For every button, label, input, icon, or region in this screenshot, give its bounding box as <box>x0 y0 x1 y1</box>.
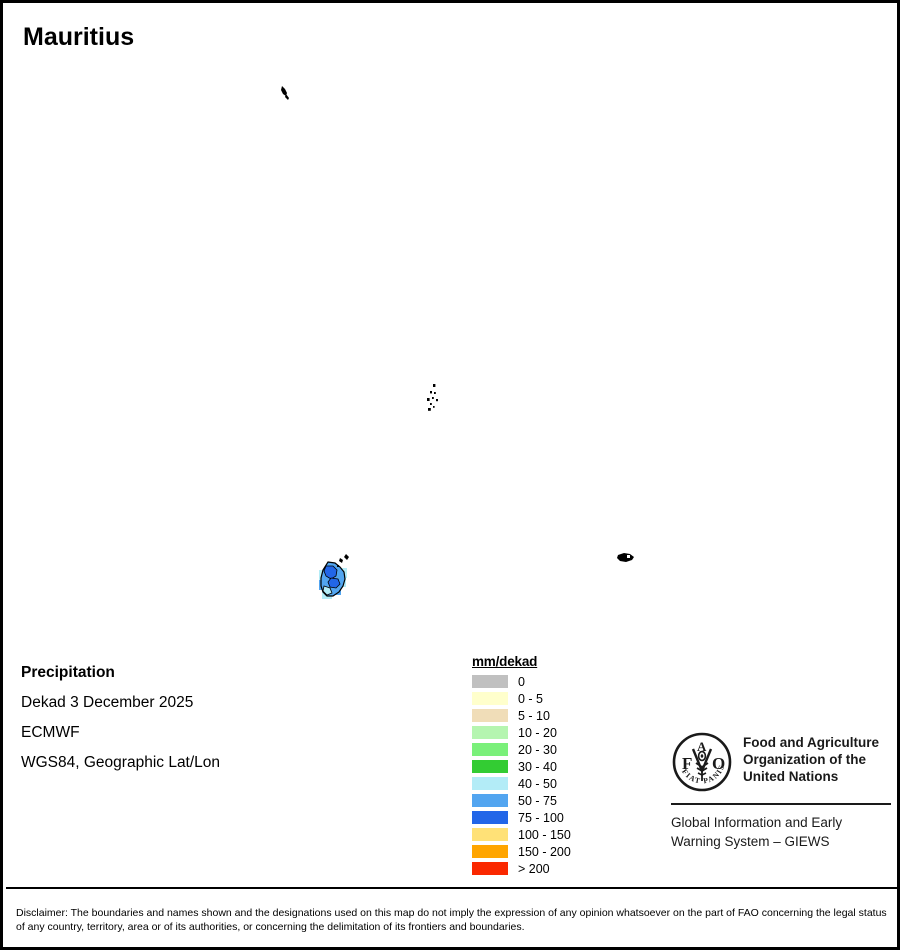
map-canvas <box>281 86 634 599</box>
legend-swatch-7 <box>472 794 508 807</box>
legend-label-1: 0 - 5 <box>518 691 544 706</box>
metadata-source: ECMWF <box>21 724 80 741</box>
fao-branding: F O A FIAT PANIS Food and <box>671 731 891 851</box>
metadata-variable: Precipitation <box>21 664 115 681</box>
legend-swatch-2 <box>472 709 508 722</box>
legend-swatch-4 <box>472 743 508 756</box>
giews-line-1: Global Information and Early <box>671 815 843 830</box>
legend-row: > 200 <box>472 860 571 877</box>
legend-row: 5 - 10 <box>472 707 571 724</box>
legend-row: 20 - 30 <box>472 741 571 758</box>
legend-row: 10 - 20 <box>472 724 571 741</box>
legend-row: 50 - 75 <box>472 792 571 809</box>
legend-swatch-9 <box>472 828 508 841</box>
legend-title: mm/dekad <box>472 654 538 669</box>
legend-label-7: 50 - 75 <box>518 793 557 808</box>
legend-label-11: > 200 <box>518 861 550 876</box>
svg-text:O: O <box>712 754 725 773</box>
legend-label-4: 20 - 30 <box>518 742 557 757</box>
giews-line-2: Warning System – GIEWS <box>671 834 830 849</box>
legend-label-3: 10 - 20 <box>518 725 557 740</box>
fao-org-line-3: United Nations <box>743 769 839 784</box>
legend-row: 150 - 200 <box>472 843 571 860</box>
legend-label-9: 100 - 150 <box>518 827 571 842</box>
legend-swatch-5 <box>472 760 508 773</box>
legend-row: 75 - 100 <box>472 809 571 826</box>
fao-logo-icon: F O A FIAT PANIS <box>672 732 732 792</box>
legend-swatch-10 <box>472 845 508 858</box>
legend-label-8: 75 - 100 <box>518 810 564 825</box>
legend-swatch-3 <box>472 726 508 739</box>
fao-org-line-1: Food and Agriculture <box>743 735 879 750</box>
legend-row: 30 - 40 <box>472 758 571 775</box>
svg-text:A: A <box>697 739 707 754</box>
legend-row: 40 - 50 <box>472 775 571 792</box>
island-cargados-carajos <box>427 384 438 411</box>
legend-row: 0 <box>472 673 571 690</box>
legend-label-2: 5 - 10 <box>518 708 550 723</box>
legend-label-5: 30 - 40 <box>518 759 557 774</box>
island-mauritius-main <box>319 554 349 599</box>
disclaimer-divider <box>6 887 897 889</box>
legend-label-10: 150 - 200 <box>518 844 571 859</box>
legend: mm/dekad 0 0 - 5 5 - 10 10 - 20 20 - 30 … <box>472 654 571 877</box>
legend-swatch-11 <box>472 862 508 875</box>
metadata-projection: WGS84, Geographic Lat/Lon <box>21 754 221 771</box>
page-title: Mauritius <box>23 23 135 51</box>
fao-divider <box>671 803 891 805</box>
legend-row: 0 - 5 <box>472 690 571 707</box>
legend-swatch-8 <box>472 811 508 824</box>
legend-swatch-0 <box>472 675 508 688</box>
fao-organization-name: Food and Agriculture Organization of the… <box>743 731 879 785</box>
metadata-period: Dekad 3 December 2025 <box>21 694 194 711</box>
legend-label-6: 40 - 50 <box>518 776 557 791</box>
fao-org-line-2: Organization of the <box>743 752 866 767</box>
legend-swatch-1 <box>472 692 508 705</box>
island-rodrigues <box>617 553 634 562</box>
island-agalega <box>281 86 289 100</box>
legend-row: 100 - 150 <box>472 826 571 843</box>
legend-label-0: 0 <box>518 674 525 689</box>
giews-system-name: Global Information and Early Warning Sys… <box>671 813 891 851</box>
disclaimer-text: Disclaimer: The boundaries and names sho… <box>16 907 887 933</box>
legend-swatch-6 <box>472 777 508 790</box>
map-metadata: Precipitation Dekad 3 December 2025 ECMW… <box>21 658 351 778</box>
svg-text:F: F <box>682 754 692 773</box>
